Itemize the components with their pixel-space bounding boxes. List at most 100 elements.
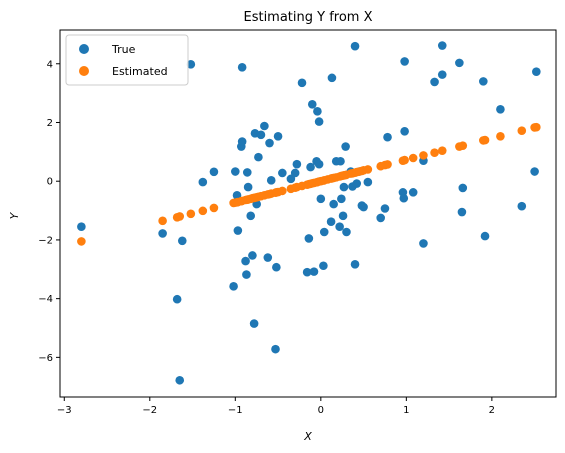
x-tick-label: −3	[57, 405, 72, 416]
data-point-true	[172, 294, 182, 304]
data-point-estimated	[400, 155, 409, 165]
data-point-estimated	[278, 186, 287, 196]
data-point-true	[319, 261, 328, 271]
data-point-estimated	[363, 165, 373, 174]
data-point-true	[342, 227, 351, 237]
data-point-true	[363, 177, 373, 187]
y-tick-label: −4	[38, 294, 53, 305]
data-point-estimated	[198, 206, 208, 216]
data-point-estimated	[209, 203, 219, 213]
data-point-estimated	[517, 126, 527, 136]
data-point-true	[314, 159, 324, 169]
data-point-estimated	[496, 131, 505, 141]
x-axis-ticks: −3 −2 −1 0 1 2	[57, 397, 495, 416]
legend-marker-estimated	[79, 66, 89, 76]
data-point-true	[313, 107, 322, 116]
data-point-true	[532, 67, 541, 76]
legend: True Estimated	[65, 34, 189, 86]
data-point-true	[335, 222, 344, 232]
data-point-true	[400, 57, 409, 66]
data-point-estimated	[158, 216, 167, 226]
data-point-estimated	[480, 135, 490, 145]
data-point-true	[437, 70, 447, 79]
data-point-estimated	[437, 146, 447, 155]
data-point-estimated	[532, 122, 541, 132]
x-tick-label: −2	[142, 405, 157, 416]
data-point-true	[77, 222, 86, 232]
data-point-true	[352, 179, 362, 188]
data-point-true	[399, 193, 409, 203]
data-point-true	[246, 211, 256, 221]
data-point-true	[175, 375, 185, 385]
data-point-true	[272, 262, 281, 272]
data-point-estimated	[408, 153, 418, 163]
data-point-true	[278, 168, 287, 178]
data-point-true	[341, 142, 350, 151]
data-point-true	[337, 194, 346, 204]
data-point-true	[327, 73, 337, 83]
data-point-true	[198, 177, 208, 187]
data-point-true	[350, 259, 360, 269]
data-point-true	[302, 267, 312, 277]
legend-label-true: True	[111, 43, 136, 56]
data-point-true	[209, 167, 219, 177]
data-point-true	[319, 227, 329, 237]
data-point-true	[304, 234, 314, 243]
data-point-true	[496, 104, 505, 114]
data-point-true	[237, 62, 247, 72]
plot-frame	[59, 29, 557, 398]
data-point-true	[306, 162, 315, 172]
data-point-true	[265, 138, 274, 148]
data-point-estimated	[77, 237, 86, 246]
data-point-true	[186, 60, 196, 69]
data-point-true	[419, 239, 428, 248]
y-tick-label: −6	[38, 353, 53, 364]
data-point-true	[242, 168, 252, 177]
data-point-estimated	[430, 148, 439, 158]
data-point-true	[249, 319, 259, 328]
data-point-true	[243, 182, 253, 192]
data-point-true	[177, 236, 187, 246]
data-point-true	[376, 213, 385, 223]
data-point-true	[457, 207, 467, 217]
data-point-true	[254, 152, 263, 162]
data-point-true	[430, 77, 439, 87]
data-point-true	[455, 58, 464, 68]
y-tick-label: −2	[38, 235, 53, 246]
data-point-true	[273, 131, 283, 141]
data-point-true	[400, 126, 409, 136]
data-point-true	[480, 231, 490, 241]
data-point-true	[263, 253, 273, 262]
data-point-true	[290, 168, 300, 178]
y-axis-ticks: −6 −4 −2 0 2 4	[38, 59, 60, 364]
data-point-true	[248, 251, 257, 260]
x-tick-label: 0	[318, 405, 324, 416]
y-tick-label: 4	[47, 59, 53, 70]
x-tick-label: 1	[403, 405, 409, 416]
data-point-true	[241, 256, 250, 266]
data-point-true	[256, 130, 266, 140]
chart-title: Estimating Y from X	[243, 10, 372, 25]
data-point-true	[314, 117, 324, 126]
data-point-true	[229, 282, 238, 291]
data-point-true	[336, 156, 345, 166]
data-point-true	[408, 188, 418, 197]
data-point-true	[437, 41, 447, 50]
data-point-true	[297, 78, 307, 88]
data-point-true	[380, 204, 390, 213]
data-point-true	[326, 217, 336, 227]
data-point-true	[260, 121, 269, 131]
data-point-true	[307, 99, 317, 109]
series-estimated-points	[77, 122, 541, 246]
data-point-true	[479, 77, 488, 86]
y-tick-label: 2	[47, 118, 53, 129]
x-tick-label: 2	[489, 405, 495, 416]
series-true-points	[77, 41, 541, 385]
data-point-true	[338, 211, 348, 221]
data-point-true	[339, 182, 349, 192]
x-tick-label: −1	[228, 405, 243, 416]
data-point-true	[517, 201, 527, 211]
data-point-true	[242, 270, 251, 279]
data-point-true	[309, 267, 319, 276]
